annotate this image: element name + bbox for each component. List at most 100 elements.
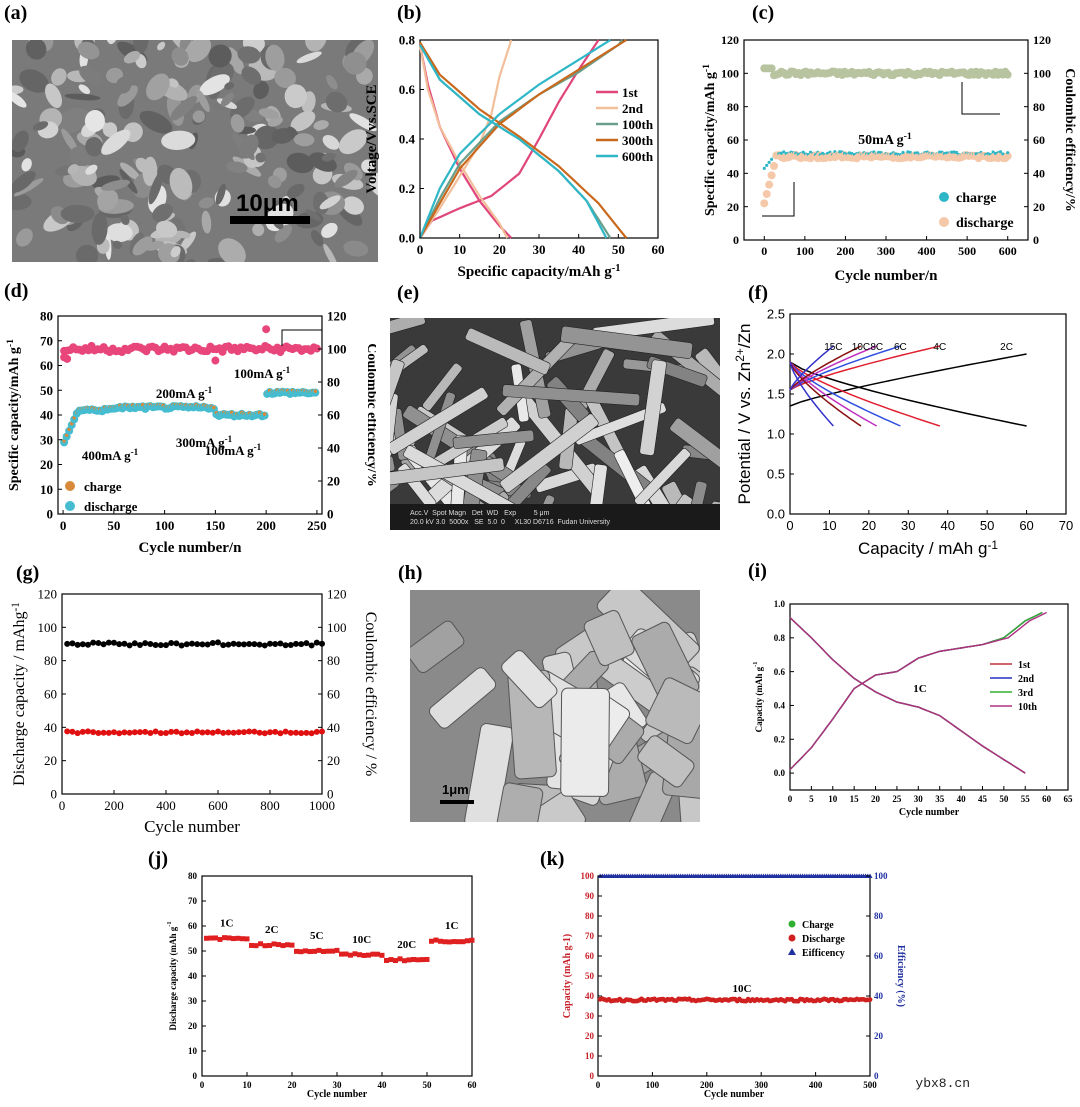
capacity-point <box>294 948 299 954</box>
y-tick-label: 70 <box>585 931 595 941</box>
series-discharge-300th <box>419 41 628 239</box>
y-tick-label: 0.6 <box>399 82 416 97</box>
particle <box>196 89 210 112</box>
label-base: Specific capacity/mAh g <box>703 72 718 216</box>
particle <box>117 85 138 107</box>
capacity-point <box>178 730 185 737</box>
x-tick-label: 100 <box>155 518 175 533</box>
capacity-point <box>285 942 290 948</box>
capacity-point <box>126 729 133 736</box>
discharge-point <box>765 180 774 189</box>
x-axis-label: Cycle number <box>144 817 240 836</box>
particle <box>255 152 266 163</box>
efficiency-point <box>189 640 195 647</box>
curve-label: 8C <box>870 342 883 353</box>
rod-crystal <box>422 362 463 411</box>
x-tick-label: 40 <box>378 1080 388 1090</box>
chart-annotation: 200mA g-1 <box>156 385 213 401</box>
legend-label: 2nd <box>622 101 644 116</box>
particle <box>85 164 98 175</box>
capacity-point <box>230 729 237 736</box>
particle <box>168 78 179 88</box>
charge-point <box>262 412 267 416</box>
x-tick-label: 200 <box>836 244 854 258</box>
chart-g: 0 200 400 600 800 100002040608010012002040608… <box>10 587 379 836</box>
particle <box>326 74 338 90</box>
x-tick-label: 0 <box>788 794 793 804</box>
charge-point <box>212 405 216 410</box>
chart-annotation: 400mA g-1 <box>82 447 139 463</box>
x-tick-label: 15 <box>850 794 860 804</box>
x-tick-label: 200 <box>256 518 276 533</box>
capacity-point <box>261 730 268 737</box>
efficiency-point <box>100 641 107 648</box>
particle <box>97 189 119 211</box>
efficiency-point <box>168 639 175 646</box>
particle <box>67 164 79 175</box>
capacity-point <box>361 952 367 958</box>
discharge-point <box>1003 152 1012 161</box>
y-tick-label: 30 <box>585 1011 595 1021</box>
efficiency-point <box>312 344 321 353</box>
label-base: Discharge capacity / mAhg <box>11 612 28 786</box>
capacity-point <box>429 938 434 944</box>
capacity-point <box>303 948 308 954</box>
legend-label: discharge <box>84 499 138 514</box>
series-discharge-15C <box>789 361 834 427</box>
capacity-point <box>225 729 232 736</box>
capacity-point <box>194 728 201 735</box>
charge-point <box>779 151 783 155</box>
capacity-point <box>100 729 107 736</box>
x-tick-label: 40 <box>572 242 585 257</box>
x-tick-label: 600 <box>208 798 228 813</box>
capacity-point <box>307 949 313 955</box>
discharge-point <box>770 162 779 170</box>
chart-c: 0 100 200 300 400 500 600 0 20 40 60 80 100 120 0 20 40 6… <box>701 33 1077 284</box>
particle <box>284 84 307 109</box>
x-tick-label: 150 <box>206 518 226 533</box>
particle <box>237 46 261 64</box>
label-sup: -1 <box>205 385 213 395</box>
y-tick-label: 60 <box>727 133 739 147</box>
curve-label: 10C <box>852 342 870 353</box>
efficiency-point <box>267 640 273 647</box>
x-tick-label: 400 <box>809 1080 823 1090</box>
efficiency-point <box>157 642 164 649</box>
series-discharge-2nd <box>789 616 1026 774</box>
curve-label: 15C <box>824 342 842 353</box>
legend-label: 300th <box>622 133 654 148</box>
capacity-point <box>334 947 340 953</box>
charge-point <box>769 157 774 161</box>
y2-tick-label: 0 <box>874 1071 879 1081</box>
capacity-point <box>456 939 461 945</box>
particle <box>241 66 262 85</box>
x-axis-label: Cycle number <box>704 1089 765 1100</box>
particle <box>349 113 377 132</box>
y-tick-label: 0.5 <box>767 467 785 482</box>
rod-crystal <box>390 387 489 455</box>
scale-label: 1μm <box>442 782 469 797</box>
series-discharge-4C <box>789 361 941 427</box>
y-tick-label: 0.4 <box>399 132 416 147</box>
particle <box>161 130 196 150</box>
particle <box>179 40 193 51</box>
y2-tick-label: 100 <box>874 871 888 881</box>
x-tick-label: 30 <box>533 242 546 257</box>
rod-crystal <box>465 327 551 375</box>
plot-frame <box>789 313 1067 515</box>
rod-crystal <box>499 413 599 493</box>
charge-point <box>877 150 881 154</box>
x-tick-label: 40 <box>957 794 967 804</box>
y2-tick-label: 60 <box>874 951 884 961</box>
sem-info-line2: 20.0 kV 3.0 5000x SE 5.0 0 XL30 D6716 Fu… <box>410 519 611 526</box>
label-sup: -1 <box>225 434 233 444</box>
y-axis-label: Discharge capacity / mAhg-1 <box>10 602 28 786</box>
capacity-point <box>235 935 241 941</box>
particle <box>139 110 173 134</box>
capacity-point <box>142 728 149 735</box>
y-tick-label: 40 <box>40 408 53 423</box>
capacity-point <box>199 729 206 736</box>
prism-crystal <box>487 782 544 822</box>
series-discharge-600th <box>419 44 608 239</box>
particle <box>342 196 364 215</box>
